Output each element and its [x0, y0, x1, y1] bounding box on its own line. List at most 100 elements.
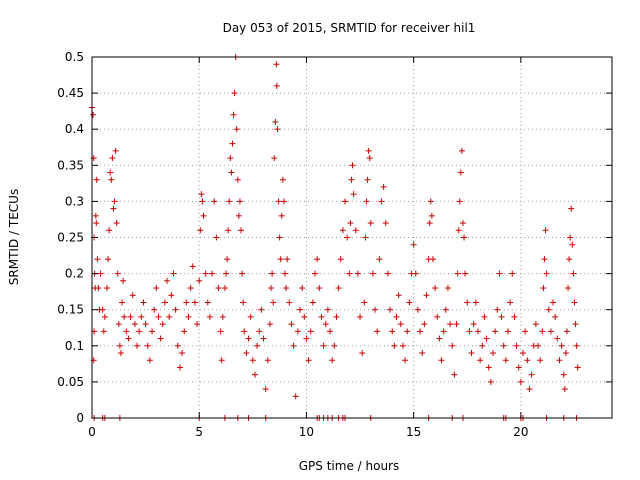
data-point: [104, 285, 111, 292]
data-point: [288, 321, 295, 328]
data-point: [172, 306, 179, 313]
x-tick-label: 10: [299, 425, 314, 439]
data-point: [198, 191, 205, 198]
data-point: [492, 328, 499, 335]
data-point: [227, 155, 234, 162]
data-point: [107, 169, 114, 176]
data-point: [558, 342, 565, 349]
data-point: [92, 212, 99, 219]
data-point: [479, 342, 486, 349]
data-point: [268, 285, 275, 292]
data-point: [280, 198, 287, 205]
data-point: [260, 335, 267, 342]
data-point: [120, 277, 127, 284]
data-point: [535, 342, 542, 349]
data-point: [354, 270, 361, 277]
data-point: [350, 191, 357, 198]
data-point: [329, 357, 336, 364]
data-point: [301, 313, 308, 320]
data-point: [541, 256, 548, 263]
data-point: [364, 176, 371, 183]
data-point: [532, 321, 539, 328]
data-point: [397, 321, 404, 328]
data-point: [251, 371, 258, 378]
data-point: [344, 234, 351, 241]
data-point: [292, 393, 299, 400]
data-point: [520, 350, 527, 357]
data-point: [449, 342, 456, 349]
data-point: [134, 342, 141, 349]
data-point: [125, 335, 132, 342]
data-point: [376, 256, 383, 263]
data-point: [314, 256, 321, 263]
data-point: [496, 270, 503, 277]
y-tick-label: 0.2: [65, 267, 84, 281]
data-point: [466, 328, 473, 335]
data-point: [97, 270, 104, 277]
data-point: [387, 306, 394, 313]
data-point: [522, 328, 529, 335]
data-point: [428, 212, 435, 219]
data-point: [569, 241, 576, 248]
data-point: [164, 277, 171, 284]
data-point: [219, 313, 226, 320]
data-point: [485, 364, 492, 371]
data-point: [284, 256, 291, 263]
data-point: [146, 357, 153, 364]
y-tick-label: 0.05: [57, 375, 84, 389]
data-point: [481, 313, 488, 320]
y-tick-label: 0.5: [65, 50, 84, 64]
data-point: [318, 313, 325, 320]
data-point: [447, 321, 454, 328]
data-point: [142, 321, 149, 328]
data-point: [269, 270, 276, 277]
data-point: [174, 342, 181, 349]
data-point: [209, 270, 216, 277]
data-point: [279, 176, 286, 183]
data-point: [502, 357, 509, 364]
data-point: [113, 220, 120, 227]
y-axis: 0 0.05 0.1 0.15 0.2 0.25 0.3 0.35 0.4 0.45 0.5: [57, 50, 612, 425]
data-point: [225, 227, 232, 234]
data-point: [283, 285, 290, 292]
data-point: [470, 321, 477, 328]
data-point: [359, 350, 366, 357]
data-point: [442, 306, 449, 313]
data-point: [105, 256, 112, 263]
data-point: [380, 183, 387, 190]
data-point: [229, 140, 236, 147]
data-point: [204, 299, 211, 306]
data-point: [258, 306, 265, 313]
data-point: [568, 205, 575, 212]
y-tick-label: 0.1: [65, 339, 84, 353]
y-tick-label: 0.3: [65, 194, 84, 208]
data-point: [393, 313, 400, 320]
data-point: [526, 386, 533, 393]
data-point: [264, 357, 271, 364]
data-point: [552, 313, 559, 320]
data-point: [183, 299, 190, 306]
data-point: [93, 176, 100, 183]
data-point: [286, 299, 293, 306]
data-point: [453, 321, 460, 328]
data-point: [515, 364, 522, 371]
data-point: [412, 270, 419, 277]
data-point: [290, 342, 297, 349]
data-points: [89, 54, 581, 421]
data-point: [540, 285, 547, 292]
data-point: [247, 313, 254, 320]
data-point: [170, 270, 177, 277]
data-point: [372, 306, 379, 313]
data-point: [423, 292, 430, 299]
data-point: [273, 82, 280, 89]
data-point: [432, 285, 439, 292]
data-point: [179, 350, 186, 357]
data-point: [322, 321, 329, 328]
data-point: [550, 299, 557, 306]
data-point: [299, 285, 306, 292]
data-point: [266, 321, 273, 328]
data-point: [106, 227, 113, 234]
x-axis-label: GPS time / hours: [299, 459, 400, 473]
data-point: [563, 328, 570, 335]
data-point: [511, 313, 518, 320]
